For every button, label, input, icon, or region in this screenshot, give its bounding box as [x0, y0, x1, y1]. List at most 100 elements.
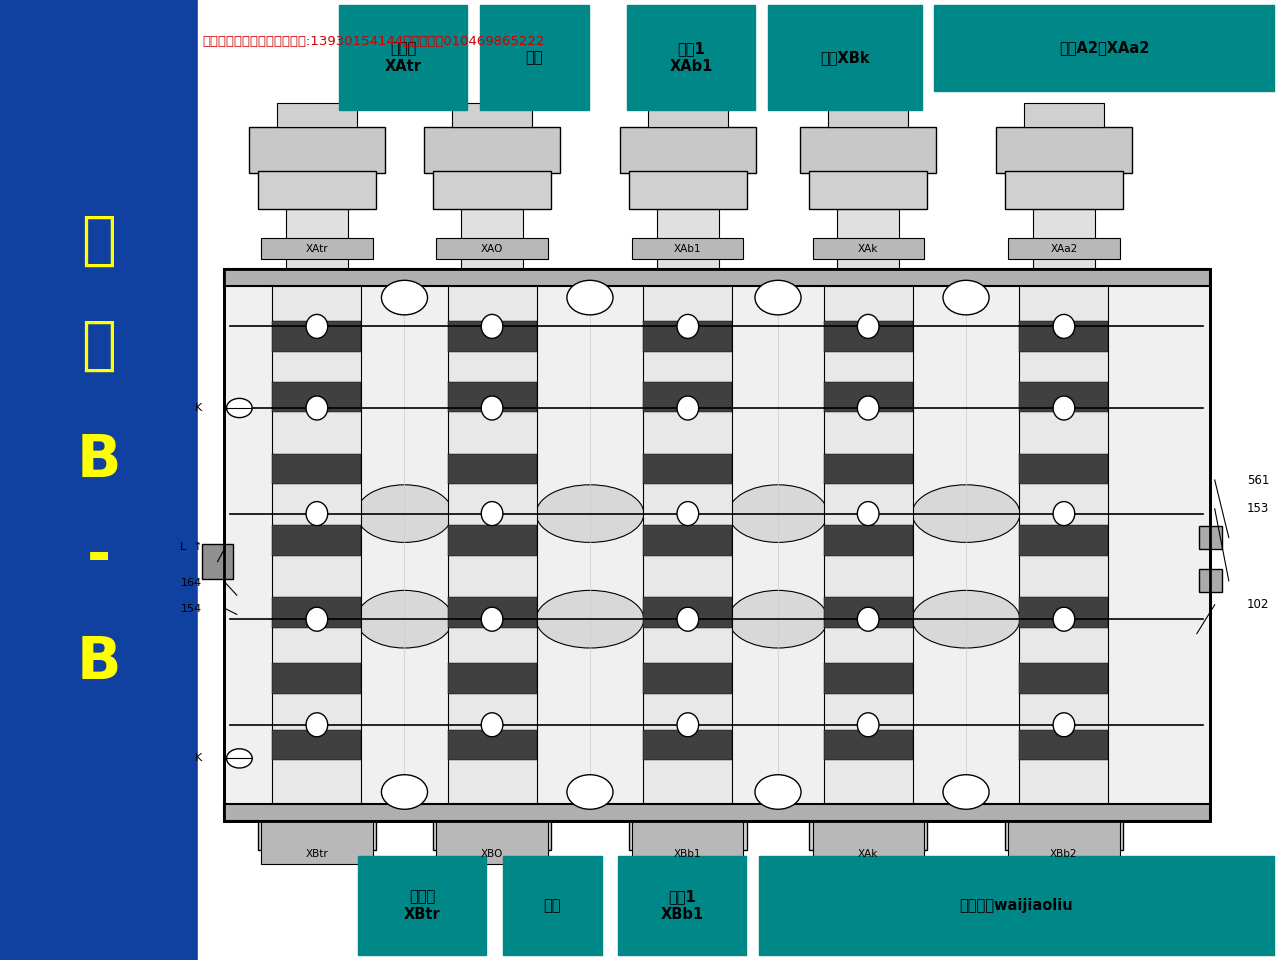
Text: 面: 面 [81, 317, 116, 374]
Bar [452, 103, 532, 127]
Bar [1019, 454, 1108, 484]
Text: XAa2: XAa2 [1051, 245, 1078, 254]
Bar [1199, 569, 1222, 592]
Bar [837, 209, 899, 269]
Circle shape [755, 775, 801, 809]
Ellipse shape [536, 590, 644, 648]
Circle shape [227, 398, 252, 418]
Text: XBO: XBO [481, 849, 503, 858]
Bar [448, 454, 536, 484]
Bar [461, 209, 524, 269]
Bar [224, 269, 1210, 821]
Bar [823, 730, 913, 760]
Bar [618, 856, 746, 955]
Ellipse shape [728, 590, 828, 648]
Bar [813, 238, 924, 259]
Text: 微信号：waijiaoliu: 微信号：waijiaoliu [960, 899, 1073, 913]
Text: 备用: 备用 [526, 50, 543, 65]
Circle shape [943, 775, 989, 809]
Bar [434, 821, 550, 850]
Bar [273, 730, 361, 760]
Bar [809, 821, 927, 850]
Text: 153: 153 [1247, 502, 1268, 516]
Bar [448, 525, 536, 556]
Bar [480, 5, 589, 110]
Text: 154: 154 [180, 604, 202, 613]
Bar [823, 525, 913, 556]
Bar [259, 171, 375, 209]
Bar [823, 322, 913, 351]
Bar [1019, 382, 1108, 413]
Ellipse shape [481, 501, 503, 526]
Bar [644, 322, 732, 351]
Bar [759, 856, 1274, 955]
Bar [828, 103, 909, 127]
Bar [996, 127, 1132, 173]
Ellipse shape [356, 590, 453, 648]
Bar [644, 269, 732, 816]
Bar [224, 269, 1210, 286]
Bar [657, 821, 719, 850]
Text: B: B [77, 634, 120, 691]
Bar [620, 127, 756, 173]
Bar [198, 0, 1280, 960]
Bar [657, 209, 719, 269]
Text: XAk: XAk [858, 849, 878, 858]
Bar [644, 382, 732, 413]
Bar [202, 544, 233, 579]
Ellipse shape [481, 712, 503, 737]
Bar [224, 804, 1210, 821]
Text: 铲斗XBk: 铲斗XBk [820, 50, 869, 65]
Bar [627, 5, 755, 110]
Ellipse shape [1053, 396, 1075, 420]
Bar [648, 103, 728, 127]
Bar [434, 171, 550, 209]
Bar [1033, 821, 1094, 850]
Ellipse shape [306, 501, 328, 526]
Circle shape [227, 749, 252, 768]
Bar [448, 597, 536, 628]
Bar [503, 856, 602, 955]
Bar [800, 127, 936, 173]
Bar [224, 269, 1210, 821]
Bar [273, 382, 361, 413]
Text: 动臂1
XAb1: 动臂1 XAb1 [669, 41, 713, 74]
Bar [424, 127, 561, 173]
Ellipse shape [858, 501, 879, 526]
Ellipse shape [677, 501, 699, 526]
Bar [285, 821, 348, 850]
Bar [1024, 103, 1105, 127]
Bar [1009, 821, 1120, 864]
Ellipse shape [858, 608, 879, 632]
Bar [1009, 238, 1120, 259]
Ellipse shape [1053, 608, 1075, 632]
Text: 动臂1
XBb1: 动臂1 XBb1 [660, 890, 704, 922]
Text: 561: 561 [1247, 473, 1268, 487]
Bar [259, 821, 375, 850]
Ellipse shape [858, 396, 879, 420]
Text: 截: 截 [81, 211, 116, 269]
Bar [1019, 597, 1108, 628]
Ellipse shape [677, 396, 699, 420]
Text: 斗杆A2：XAa2: 斗杆A2：XAa2 [1059, 40, 1149, 56]
Bar [1033, 209, 1094, 269]
Bar [248, 127, 385, 173]
Text: XAk: XAk [858, 245, 878, 254]
Text: 右行走
XBtr: 右行走 XBtr [404, 890, 440, 922]
Circle shape [943, 280, 989, 315]
Bar [628, 171, 746, 209]
Bar [273, 454, 361, 484]
Bar [276, 103, 357, 127]
Bar [768, 5, 922, 110]
Circle shape [567, 775, 613, 809]
Circle shape [755, 280, 801, 315]
Bar [1019, 730, 1108, 760]
Bar [448, 269, 536, 816]
Circle shape [381, 775, 428, 809]
Bar [934, 5, 1274, 91]
Ellipse shape [677, 712, 699, 737]
Bar [823, 663, 913, 694]
Circle shape [567, 280, 613, 315]
Ellipse shape [536, 485, 644, 542]
Bar [273, 322, 361, 351]
